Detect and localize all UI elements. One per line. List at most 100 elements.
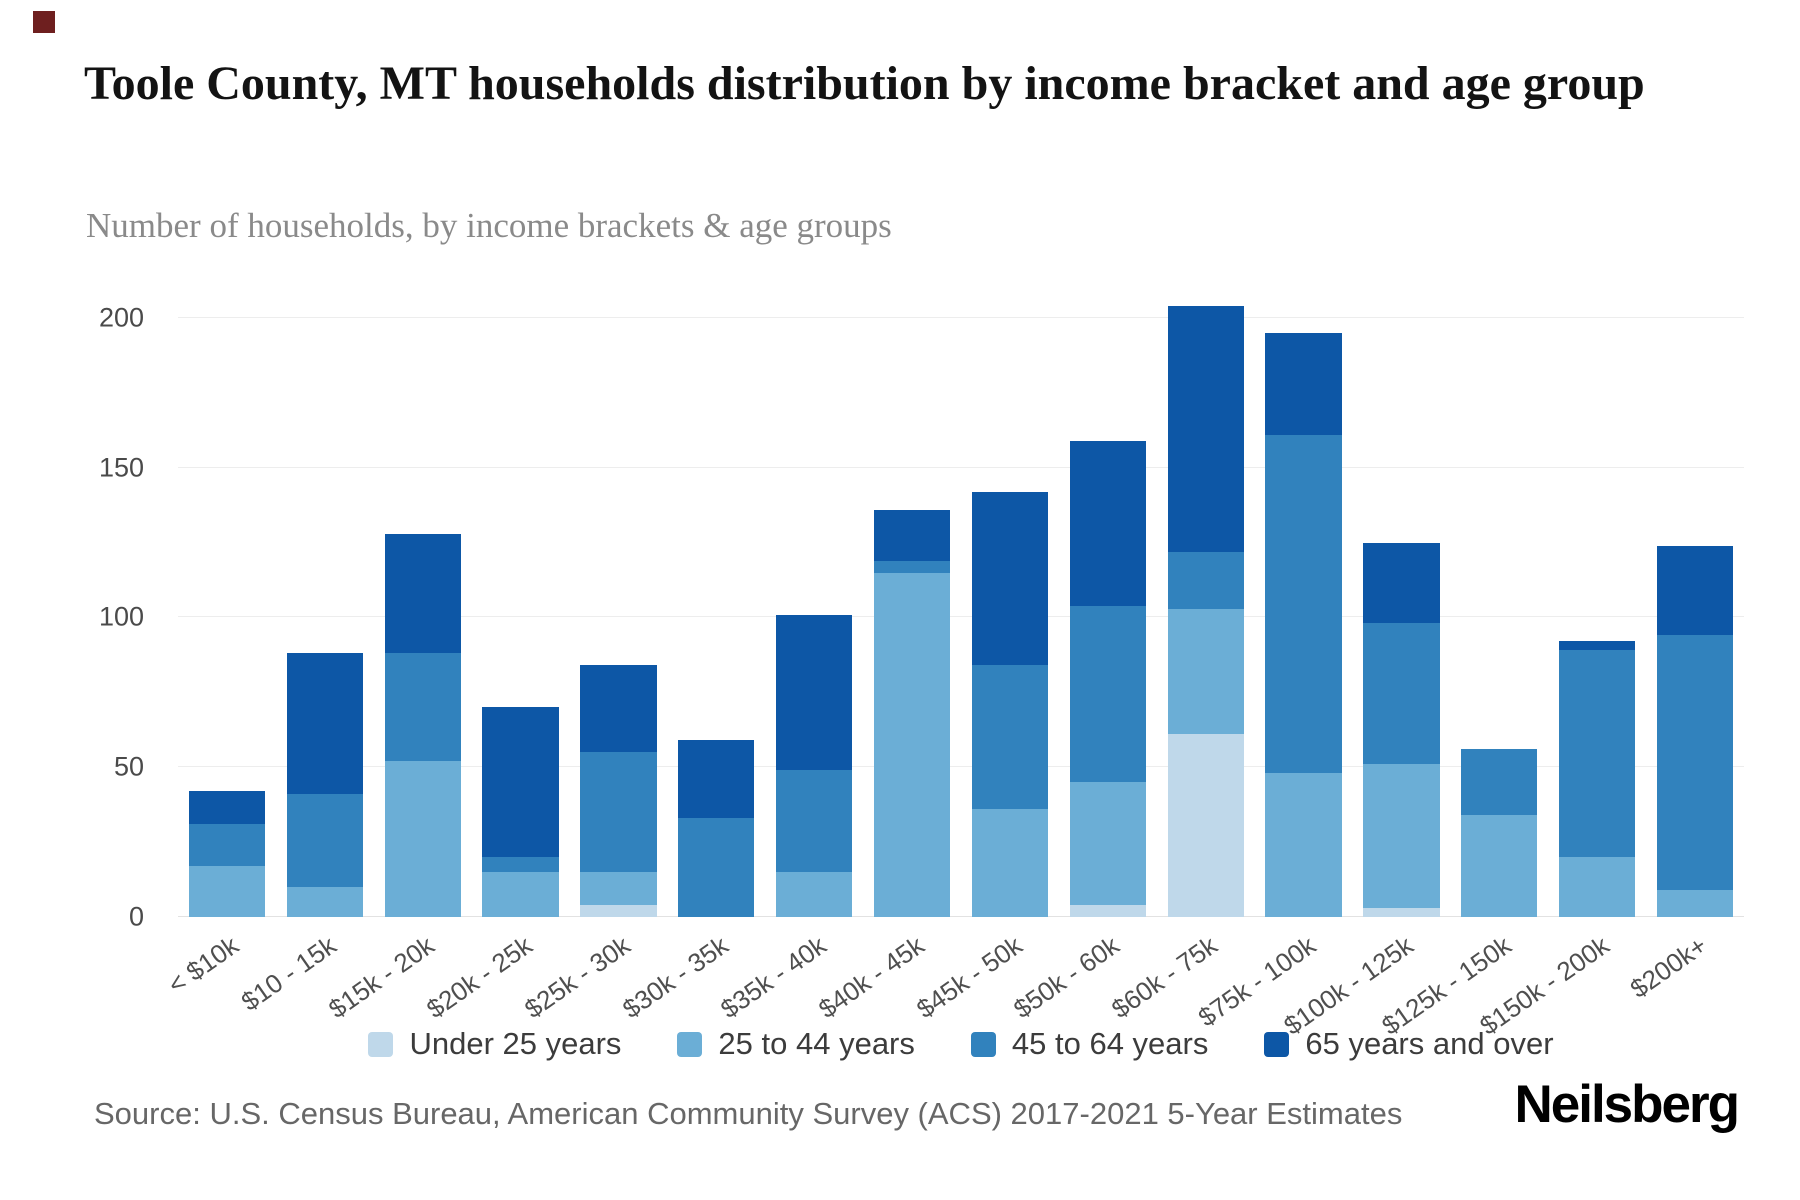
stacked-bar-125k-150k[interactable]	[1461, 288, 1538, 917]
bar-segment-35k-40k-45-to-64-years[interactable]	[776, 770, 853, 873]
bar-segment-20k-25k-65-years-and-over[interactable]	[482, 707, 559, 858]
bar-segment-15k-20k-45-to-64-years[interactable]	[384, 653, 461, 762]
x-tick-label-200k: $200k+	[1624, 930, 1713, 1004]
bar-slot-75k-100k	[1255, 288, 1353, 917]
legend-label-25-to-44-years: 25 to 44 years	[718, 1026, 915, 1061]
bar-slot-150k-200k	[1548, 288, 1646, 917]
bar-segment-50k-60k-65-years-and-over[interactable]	[1069, 440, 1146, 606]
bar-segment-20k-25k-25-to-44-years[interactable]	[482, 872, 559, 917]
bar-slot-50k-60k	[1059, 288, 1157, 917]
bar-segment-30k-35k-65-years-and-over[interactable]	[678, 740, 755, 819]
bar-segment-25k-30k-45-to-64-years[interactable]	[580, 752, 657, 873]
legend: Under 25 years 25 to 44 years 45 to 64 yea…	[178, 1026, 1744, 1062]
bar-segment-35k-40k-25-to-44-years[interactable]	[776, 872, 853, 917]
bar-segment-15k-20k-65-years-and-over[interactable]	[384, 533, 461, 654]
stacked-bar-25k-30k[interactable]	[580, 288, 657, 917]
gridline-0	[178, 916, 1744, 917]
stacked-bar-100k-125k[interactable]	[1363, 288, 1440, 917]
bar-slot-10-15k	[276, 288, 374, 917]
stacked-bar-45k-50k[interactable]	[971, 288, 1049, 917]
x-tick-label-45k-50k: $45k - 50k	[910, 930, 1028, 1025]
bar-segment-150k-200k-65-years-and-over[interactable]	[1559, 641, 1636, 651]
bar-segment-60k-75k-45-to-64-years[interactable]	[1167, 551, 1244, 609]
stacked-bar-75k-100k[interactable]	[1265, 288, 1342, 917]
bar-slot-125k-150k	[1450, 288, 1548, 917]
bar-segment-60k-75k-under-25-years[interactable]	[1167, 734, 1244, 917]
bar-segment-40k-45k-45-to-64-years[interactable]	[873, 560, 951, 573]
stacked-bar-10k[interactable]	[188, 288, 266, 917]
legend-item-65-years-and-over[interactable]: 65 years and over	[1264, 1026, 1554, 1062]
bar-segment-100k-125k-45-to-64-years[interactable]	[1363, 623, 1440, 765]
bar-segment-40k-45k-65-years-and-over[interactable]	[873, 509, 951, 561]
x-tick-label-40k-45k: $40k - 45k	[812, 930, 930, 1025]
gridline-150	[178, 466, 1744, 468]
legend-item-under-25-years[interactable]: Under 25 years	[368, 1026, 621, 1062]
bar-segment-200k-65-years-and-over[interactable]	[1656, 545, 1734, 636]
bar-segment-10-15k-25-to-44-years[interactable]	[286, 887, 363, 917]
stacked-bar-30k-35k[interactable]	[678, 288, 755, 917]
bar-segment-50k-60k-45-to-64-years[interactable]	[1069, 605, 1146, 783]
bar-slot-45k-50k	[961, 288, 1059, 917]
stacked-bar-10-15k[interactable]	[286, 288, 363, 917]
y-axis: 0 50 100 150 200	[0, 288, 160, 931]
stacked-bar-35k-40k[interactable]	[776, 288, 853, 917]
bar-segment-200k-45-to-64-years[interactable]	[1656, 635, 1734, 891]
bar-slot-200k	[1646, 288, 1744, 917]
stacked-bar-150k-200k[interactable]	[1559, 288, 1636, 917]
bar-slot-60k-75k	[1157, 288, 1255, 917]
x-tick-label-50k-60k: $50k - 60k	[1008, 930, 1126, 1025]
bar-segment-30k-35k-45-to-64-years[interactable]	[678, 818, 755, 917]
bar-segment-60k-75k-25-to-44-years[interactable]	[1167, 608, 1244, 735]
bar-segment-75k-100k-25-to-44-years[interactable]	[1265, 773, 1342, 917]
stacked-bar-40k-45k[interactable]	[873, 288, 951, 917]
bar-segment-45k-50k-25-to-44-years[interactable]	[971, 809, 1049, 917]
x-tick-label-35k-40k: $35k - 40k	[714, 930, 832, 1025]
x-tick-label-15k-20k: $15k - 20k	[323, 930, 440, 1025]
bar-segment-100k-125k-25-to-44-years[interactable]	[1363, 764, 1440, 909]
bar-segment-20k-25k-45-to-64-years[interactable]	[482, 857, 559, 873]
bar-segment-45k-50k-45-to-64-years[interactable]	[971, 665, 1049, 810]
bar-segment-35k-40k-65-years-and-over[interactable]	[776, 614, 853, 771]
bar-segment-10-15k-65-years-and-over[interactable]	[286, 653, 363, 795]
stacked-bar-50k-60k[interactable]	[1069, 288, 1146, 917]
x-tick-label-25k-30k: $25k - 30k	[518, 930, 636, 1025]
bar-segment-10-15k-45-to-64-years[interactable]	[286, 794, 363, 888]
bar-segment-100k-125k-under-25-years[interactable]	[1363, 908, 1440, 917]
stacked-bar-200k[interactable]	[1656, 288, 1734, 917]
bar-segment-200k-25-to-44-years[interactable]	[1656, 890, 1734, 917]
bar-segment-10k-25-to-44-years[interactable]	[188, 866, 266, 917]
bar-segment-75k-100k-45-to-64-years[interactable]	[1265, 434, 1342, 774]
bar-segment-50k-60k-25-to-44-years[interactable]	[1069, 782, 1146, 906]
bar-segment-25k-30k-65-years-and-over[interactable]	[580, 665, 657, 753]
bar-segment-150k-200k-25-to-44-years[interactable]	[1559, 857, 1636, 917]
bar-segment-50k-60k-under-25-years[interactable]	[1069, 905, 1146, 917]
bar-segment-150k-200k-45-to-64-years[interactable]	[1559, 650, 1636, 858]
bar-segment-10k-65-years-and-over[interactable]	[188, 791, 266, 825]
bar-segment-25k-30k-25-to-44-years[interactable]	[580, 872, 657, 906]
bars-container	[178, 288, 1744, 917]
x-tick-label-10k: < $10k	[162, 930, 245, 1000]
bar-segment-60k-75k-65-years-and-over[interactable]	[1167, 305, 1244, 552]
gridline-100	[178, 616, 1744, 618]
bar-segment-75k-100k-65-years-and-over[interactable]	[1265, 332, 1342, 435]
bar-segment-25k-30k-under-25-years[interactable]	[580, 905, 657, 917]
gridlines	[178, 288, 1744, 917]
legend-swatch-25-to-44-years	[677, 1031, 703, 1057]
y-tick-label-0: 0	[128, 901, 144, 932]
legend-label-under-25-years: Under 25 years	[409, 1026, 622, 1061]
bar-segment-10k-45-to-64-years[interactable]	[188, 824, 266, 867]
bar-segment-15k-20k-25-to-44-years[interactable]	[384, 761, 461, 917]
bar-segment-125k-150k-45-to-64-years[interactable]	[1461, 749, 1538, 816]
legend-item-45-to-64-years[interactable]: 45 to 64 years	[970, 1026, 1208, 1062]
stacked-bar-60k-75k[interactable]	[1167, 288, 1244, 917]
bar-slot-30k-35k	[667, 288, 765, 917]
bar-segment-100k-125k-65-years-and-over[interactable]	[1363, 542, 1440, 624]
stacked-bar-15k-20k[interactable]	[384, 288, 461, 917]
gridline-50	[178, 766, 1744, 768]
bar-segment-45k-50k-65-years-and-over[interactable]	[971, 491, 1049, 666]
bar-slot-10k	[178, 288, 276, 917]
bar-segment-125k-150k-25-to-44-years[interactable]	[1461, 815, 1538, 917]
legend-item-25-to-44-years[interactable]: 25 to 44 years	[677, 1026, 915, 1062]
stacked-bar-20k-25k[interactable]	[482, 288, 559, 917]
bar-segment-40k-45k-25-to-44-years[interactable]	[873, 572, 951, 917]
